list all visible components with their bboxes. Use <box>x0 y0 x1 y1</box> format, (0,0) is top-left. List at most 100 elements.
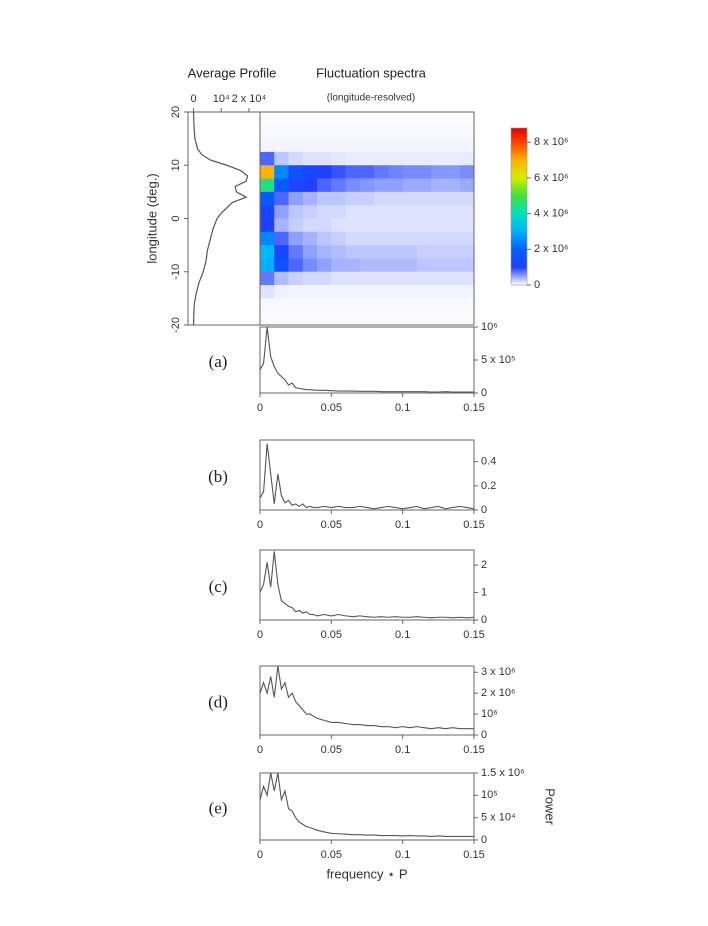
heatmap-cell <box>288 245 304 259</box>
heatmap-cell <box>416 311 432 326</box>
heatmap-cell <box>359 218 375 233</box>
heatmap-cell <box>331 151 346 166</box>
heatmap-cell <box>317 258 332 273</box>
heatmap-cell <box>388 191 403 206</box>
heatmap-cell <box>331 112 346 126</box>
heatmap-cells <box>260 112 475 326</box>
heatmap-cell <box>317 271 332 286</box>
heatmap-cell <box>416 231 432 246</box>
heatmap-cell <box>274 231 289 246</box>
heatmap-cell <box>359 178 375 193</box>
heatmap-cell <box>274 258 289 273</box>
heatmap-cell <box>388 245 403 259</box>
heatmap-cell <box>359 151 375 166</box>
heatmap-cell <box>345 231 361 246</box>
heatmap-cell <box>445 191 461 206</box>
heatmap-cell <box>260 245 275 259</box>
heatmap-cell <box>317 205 332 219</box>
x-tick-label: 0.1 <box>395 744 410 756</box>
heatmap-cell <box>317 231 332 246</box>
heatmap-cell <box>459 258 475 273</box>
heatmap-cell <box>359 138 375 153</box>
heatmap-cell <box>317 151 332 166</box>
spectrum-line <box>259 326 474 393</box>
plot-frame <box>259 439 475 511</box>
heatmap-cell <box>459 125 475 139</box>
heatmap-cell <box>260 178 275 193</box>
x-tick-label: 0.1 <box>395 629 410 641</box>
heatmap-cell <box>288 191 304 206</box>
heatmap-cell <box>302 218 318 233</box>
heatmap-cell <box>459 298 475 312</box>
spectrum-line <box>259 665 474 730</box>
heatmap-cell <box>345 178 361 193</box>
heatmap-cell <box>302 165 318 179</box>
heatmap-cell <box>359 205 375 219</box>
heatmap-cell <box>445 271 461 286</box>
heatmap-cell <box>288 285 304 299</box>
heatmap-cell <box>345 151 361 166</box>
heatmap-cell <box>317 218 332 233</box>
heatmap-cell <box>317 311 332 326</box>
heatmap-cell <box>331 205 346 219</box>
heatmap-cell <box>459 218 475 233</box>
y-tick-label: 2 x 10⁶ <box>481 687 516 699</box>
heatmap-cell <box>431 178 446 193</box>
heatmap-cell <box>274 285 289 299</box>
x-tick-label: 0.1 <box>395 402 410 414</box>
y-tick-label: 0.2 <box>481 480 496 492</box>
heatmap-cell <box>345 218 361 233</box>
plot-frame <box>187 111 261 326</box>
heatmap-cell <box>288 258 304 273</box>
heatmap-cell <box>274 298 289 312</box>
y-tick-label: 0 <box>481 614 487 626</box>
heatmap-cell <box>445 311 461 326</box>
heatmap-cell <box>445 231 461 246</box>
heatmap-cell <box>288 218 304 233</box>
heatmap-cell <box>402 271 418 286</box>
heatmap-cell <box>445 218 461 233</box>
colorbar-tick-label: 8 x 10⁶ <box>534 136 569 148</box>
heatmap-cell <box>302 271 318 286</box>
heatmap-cell <box>317 191 332 206</box>
plot-frame <box>259 111 475 326</box>
heatmap-cell <box>274 138 289 153</box>
x-tick-label: 0 <box>257 744 263 756</box>
heatmap-cell <box>260 205 275 219</box>
x-tick-label: 0.1 <box>395 849 410 861</box>
heatmap-cell <box>374 205 389 219</box>
heatmap-cell <box>388 178 403 193</box>
x-tick-label: 2 x 10⁴ <box>232 93 267 105</box>
heatmap-cell <box>374 165 389 179</box>
heatmap-cell <box>331 245 346 259</box>
heatmap-cell <box>331 311 346 326</box>
heatmap-cell <box>331 138 346 153</box>
heatmap-cell <box>345 298 361 312</box>
heatmap-cell <box>431 271 446 286</box>
heatmap-cell <box>302 138 318 153</box>
y-tick-label: 3 x 10⁶ <box>481 666 516 678</box>
heatmap-cell <box>345 205 361 219</box>
heatmap-cell <box>374 231 389 246</box>
heatmap-cell <box>288 151 304 166</box>
heatmap-cell <box>302 151 318 166</box>
y-tick-label: -20 <box>170 317 182 333</box>
y-tick-label: 10 <box>170 159 182 171</box>
heatmap-cell <box>345 271 361 286</box>
heatmap-cell <box>431 258 446 273</box>
heatmap-cell <box>359 298 375 312</box>
heatmap-cell <box>331 125 346 139</box>
colorbar <box>510 127 528 286</box>
heatmap-cell <box>274 112 289 126</box>
heatmap-cell <box>459 271 475 286</box>
heatmap-cell <box>260 298 275 312</box>
heatmap-cell <box>402 138 418 153</box>
heatmap-cell <box>402 165 418 179</box>
y-tick-label: 5 x 10⁵ <box>481 354 516 366</box>
heatmap-cell <box>374 245 389 259</box>
heatmap-cell <box>431 285 446 299</box>
x-tick-label: 0.15 <box>463 849 484 861</box>
colorbar-tick-label: 6 x 10⁶ <box>534 172 569 184</box>
heatmap-cell <box>374 138 389 153</box>
x-tick-label: 10⁴ <box>213 93 230 105</box>
